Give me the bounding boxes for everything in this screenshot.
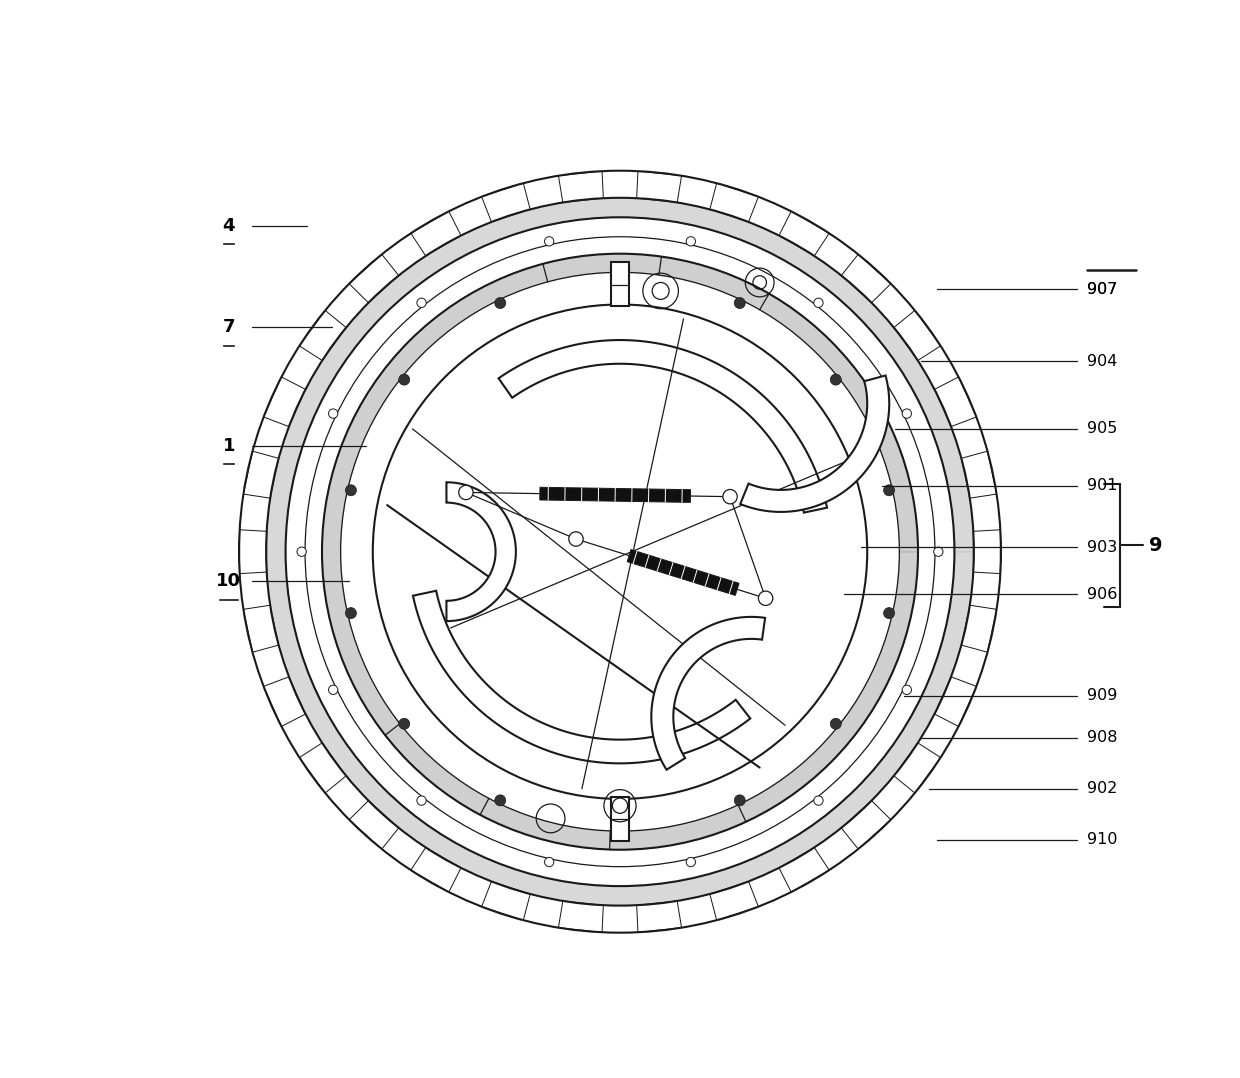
Circle shape [934, 547, 942, 556]
Circle shape [417, 796, 427, 805]
Circle shape [813, 796, 823, 805]
Text: 903: 903 [1087, 540, 1117, 555]
Polygon shape [322, 253, 918, 849]
Circle shape [417, 299, 427, 307]
Circle shape [346, 608, 356, 619]
Text: 9: 9 [1149, 536, 1163, 555]
Text: 908: 908 [1087, 731, 1117, 746]
Text: 4: 4 [223, 217, 236, 235]
Circle shape [495, 298, 506, 308]
Polygon shape [740, 375, 889, 512]
Text: 1: 1 [223, 437, 236, 455]
Circle shape [544, 237, 554, 246]
Polygon shape [446, 482, 516, 621]
Circle shape [615, 271, 625, 281]
Circle shape [346, 485, 356, 496]
Circle shape [495, 794, 506, 806]
Polygon shape [651, 617, 765, 770]
Circle shape [884, 608, 894, 619]
Text: 909: 909 [1087, 688, 1117, 703]
Circle shape [903, 409, 911, 418]
Polygon shape [413, 591, 750, 763]
Polygon shape [498, 340, 827, 513]
Circle shape [615, 823, 625, 833]
Circle shape [723, 489, 738, 503]
Text: 907: 907 [1087, 281, 1117, 296]
Circle shape [569, 531, 583, 547]
Polygon shape [627, 550, 739, 595]
Bar [610, 262, 630, 306]
Text: 905: 905 [1087, 421, 1117, 437]
Circle shape [734, 794, 745, 806]
Text: 902: 902 [1087, 782, 1117, 797]
Circle shape [903, 686, 911, 694]
Circle shape [759, 591, 773, 606]
Circle shape [329, 686, 337, 694]
Circle shape [686, 237, 696, 246]
Polygon shape [267, 197, 973, 906]
Text: 7: 7 [223, 318, 236, 336]
Circle shape [813, 299, 823, 307]
Circle shape [686, 857, 696, 867]
Circle shape [399, 374, 409, 385]
Circle shape [459, 485, 474, 499]
Text: 10: 10 [216, 572, 242, 591]
Bar [610, 798, 630, 841]
Circle shape [831, 718, 841, 730]
Text: 907: 907 [1087, 281, 1117, 296]
Text: 904: 904 [1087, 354, 1117, 369]
Circle shape [298, 547, 306, 556]
Circle shape [734, 298, 745, 308]
Text: 901: 901 [1087, 479, 1117, 493]
Circle shape [329, 409, 337, 418]
Circle shape [399, 718, 409, 730]
Polygon shape [539, 487, 691, 502]
Circle shape [544, 857, 554, 867]
Text: 910: 910 [1087, 832, 1117, 847]
Circle shape [831, 374, 841, 385]
Circle shape [884, 485, 894, 496]
Text: 906: 906 [1087, 586, 1117, 602]
